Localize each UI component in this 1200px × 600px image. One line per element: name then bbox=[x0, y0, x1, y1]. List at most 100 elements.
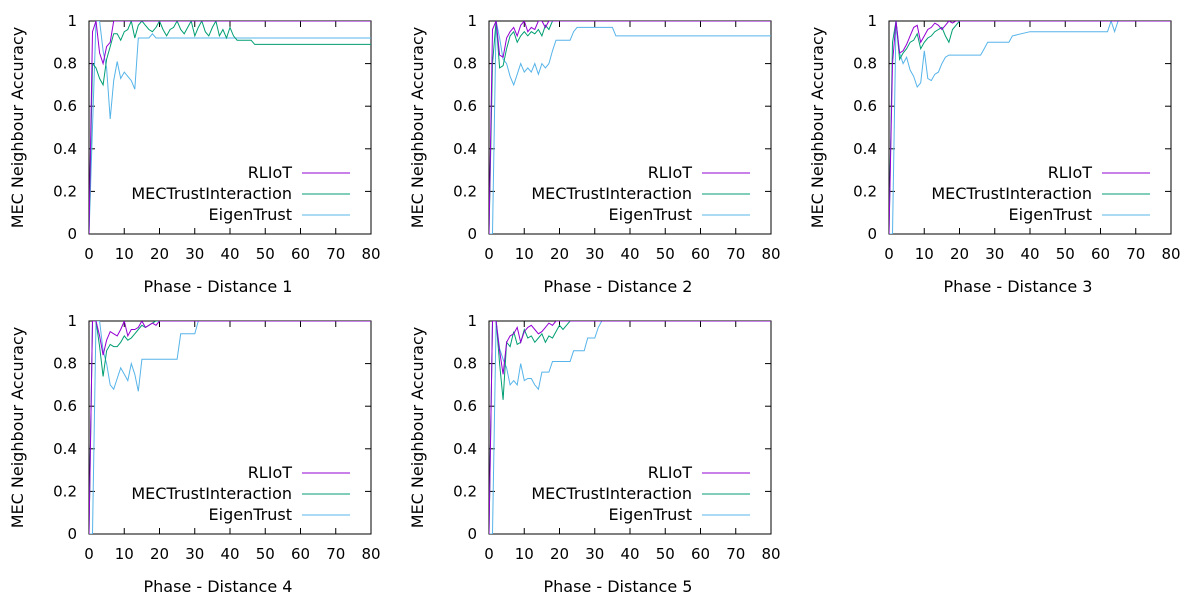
y-tick-label: 0.4 bbox=[53, 140, 77, 158]
series-line-rliot bbox=[89, 321, 371, 534]
y-tick-label: 0.2 bbox=[453, 182, 477, 200]
x-tick-label: 30 bbox=[185, 545, 204, 563]
x-tick-label: 50 bbox=[656, 545, 675, 563]
legend-label-eigentrust: EigenTrust bbox=[1009, 205, 1092, 224]
x-tick-label: 50 bbox=[1056, 245, 1075, 263]
x-tick-label: 10 bbox=[515, 245, 534, 263]
y-axis-label: MEC Neighbour Accuracy bbox=[408, 27, 427, 229]
x-axis-label: Phase - Distance 1 bbox=[144, 277, 293, 296]
x-tick-label: 60 bbox=[691, 545, 710, 563]
series-line-rliot bbox=[889, 21, 1171, 234]
legend-label-rliot: RLIoT bbox=[248, 463, 293, 482]
y-axis-label: MEC Neighbour Accuracy bbox=[808, 27, 827, 229]
y-axis-label: MEC Neighbour Accuracy bbox=[8, 327, 27, 529]
x-tick-label: 40 bbox=[620, 545, 639, 563]
y-tick-label: 0.2 bbox=[53, 182, 77, 200]
y-tick-label: 0.4 bbox=[853, 140, 877, 158]
x-tick-label: 30 bbox=[585, 245, 604, 263]
x-tick-label: 30 bbox=[585, 545, 604, 563]
legend-label-mectrustinteraction: MECTrustInteraction bbox=[131, 184, 292, 203]
x-tick-label: 40 bbox=[220, 545, 239, 563]
legend-label-rliot: RLIoT bbox=[648, 163, 693, 182]
x-tick-label: 80 bbox=[361, 545, 380, 563]
y-tick-label: 1 bbox=[67, 312, 77, 330]
series-line-eigentrust bbox=[89, 321, 371, 534]
y-tick-label: 0.6 bbox=[53, 97, 77, 115]
legend-label-eigentrust: EigenTrust bbox=[609, 505, 692, 524]
x-axis-label: Phase - Distance 3 bbox=[944, 277, 1093, 296]
legend-label-eigentrust: EigenTrust bbox=[209, 205, 292, 224]
x-tick-label: 10 bbox=[915, 245, 934, 263]
y-tick-label: 0.8 bbox=[53, 355, 77, 373]
x-tick-label: 80 bbox=[761, 245, 780, 263]
y-tick-label: 0.8 bbox=[853, 55, 877, 73]
series-line-mectrustinteraction bbox=[489, 21, 771, 234]
y-tick-label: 0.6 bbox=[453, 397, 477, 415]
x-tick-label: 60 bbox=[291, 545, 310, 563]
x-tick-label: 70 bbox=[1126, 245, 1145, 263]
x-tick-label: 60 bbox=[291, 245, 310, 263]
x-axis-label: Phase - Distance 2 bbox=[544, 277, 693, 296]
y-tick-label: 0.4 bbox=[453, 440, 477, 458]
series-line-eigentrust bbox=[889, 21, 1171, 234]
legend-label-rliot: RLIoT bbox=[648, 463, 693, 482]
series-line-rliot bbox=[89, 21, 371, 234]
y-tick-label: 1 bbox=[67, 12, 77, 30]
y-tick-label: 0 bbox=[467, 525, 477, 543]
series-line-rliot bbox=[489, 321, 771, 534]
series-line-mectrustinteraction bbox=[89, 21, 371, 234]
x-tick-label: 10 bbox=[515, 545, 534, 563]
x-tick-label: 20 bbox=[950, 245, 969, 263]
legend-label-mectrustinteraction: MECTrustInteraction bbox=[931, 184, 1092, 203]
x-tick-label: 80 bbox=[361, 245, 380, 263]
series-line-eigentrust bbox=[489, 321, 771, 534]
y-tick-label: 0.8 bbox=[453, 55, 477, 73]
x-tick-label: 70 bbox=[726, 245, 745, 263]
x-tick-label: 70 bbox=[726, 545, 745, 563]
x-tick-label: 70 bbox=[326, 545, 345, 563]
x-tick-label: 20 bbox=[150, 245, 169, 263]
series-line-mectrustinteraction bbox=[89, 321, 371, 534]
y-tick-label: 0.6 bbox=[853, 97, 877, 115]
x-tick-label: 20 bbox=[150, 545, 169, 563]
legend-label-mectrustinteraction: MECTrustInteraction bbox=[131, 484, 292, 503]
legend-label-mectrustinteraction: MECTrustInteraction bbox=[531, 484, 692, 503]
x-tick-label: 0 bbox=[484, 545, 494, 563]
x-tick-label: 20 bbox=[550, 245, 569, 263]
y-tick-label: 0.6 bbox=[453, 97, 477, 115]
y-tick-label: 1 bbox=[467, 312, 477, 330]
y-axis-label: MEC Neighbour Accuracy bbox=[8, 27, 27, 229]
y-tick-label: 1 bbox=[467, 12, 477, 30]
x-axis-label: Phase - Distance 4 bbox=[144, 577, 293, 596]
x-tick-label: 60 bbox=[1091, 245, 1110, 263]
x-tick-label: 80 bbox=[1161, 245, 1180, 263]
x-tick-label: 60 bbox=[691, 245, 710, 263]
legend-label-rliot: RLIoT bbox=[1048, 163, 1093, 182]
y-tick-label: 0 bbox=[467, 225, 477, 243]
x-tick-label: 30 bbox=[985, 245, 1004, 263]
y-tick-label: 0.2 bbox=[853, 182, 877, 200]
y-axis-label: MEC Neighbour Accuracy bbox=[408, 327, 427, 529]
y-tick-label: 0 bbox=[67, 525, 77, 543]
series-line-mectrustinteraction bbox=[489, 321, 771, 534]
x-tick-label: 10 bbox=[115, 245, 134, 263]
x-tick-label: 50 bbox=[256, 245, 275, 263]
y-tick-label: 0 bbox=[867, 225, 877, 243]
x-tick-label: 0 bbox=[884, 245, 894, 263]
x-tick-label: 30 bbox=[185, 245, 204, 263]
x-axis-label: Phase - Distance 5 bbox=[544, 577, 693, 596]
x-tick-label: 0 bbox=[484, 245, 494, 263]
legend-label-mectrustinteraction: MECTrustInteraction bbox=[531, 184, 692, 203]
series-line-rliot bbox=[489, 21, 771, 234]
legend-label-eigentrust: EigenTrust bbox=[209, 505, 292, 524]
x-tick-label: 10 bbox=[115, 545, 134, 563]
y-tick-label: 0.6 bbox=[53, 397, 77, 415]
series-line-eigentrust bbox=[489, 21, 771, 234]
y-tick-label: 0.8 bbox=[53, 55, 77, 73]
